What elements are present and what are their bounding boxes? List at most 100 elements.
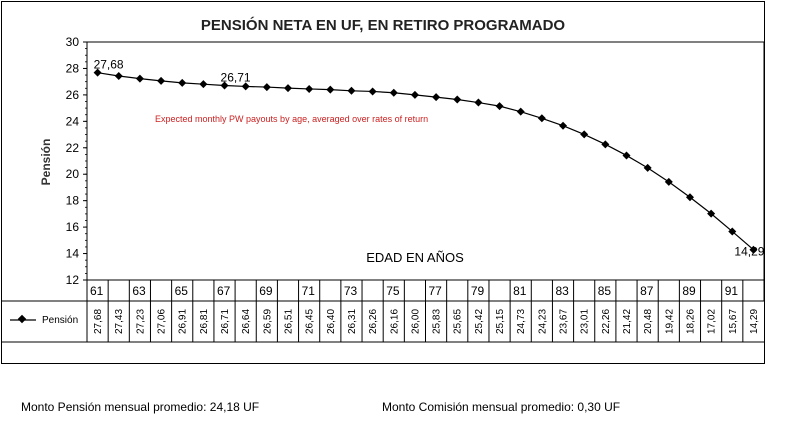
x-tick-label: 61 bbox=[90, 284, 104, 298]
data-point bbox=[749, 245, 758, 254]
data-point bbox=[93, 68, 102, 77]
x-tick-label: 63 bbox=[132, 284, 146, 298]
table-cell-value: 15,67 bbox=[728, 309, 739, 334]
point-value-label: 26,71 bbox=[221, 71, 251, 85]
table-cell-value: 14,29 bbox=[749, 309, 760, 334]
y-tick-label: 14 bbox=[66, 247, 80, 261]
data-point bbox=[664, 177, 673, 186]
data-point bbox=[114, 71, 123, 80]
data-point bbox=[347, 86, 356, 95]
data-point bbox=[453, 95, 462, 104]
x-tick-label: 81 bbox=[513, 284, 527, 298]
table-cell-value: 26,51 bbox=[283, 309, 294, 334]
data-point bbox=[622, 151, 631, 160]
data-point bbox=[241, 82, 250, 91]
data-point bbox=[220, 81, 229, 90]
data-point bbox=[368, 87, 377, 96]
y-axis-title: Pensión bbox=[39, 139, 53, 186]
data-point bbox=[643, 163, 652, 172]
x-tick-label: 87 bbox=[640, 284, 654, 298]
data-point bbox=[559, 121, 568, 130]
x-axis: 61 63 65 67 69 71 73 75 77 79 81 83 85 87 89 91 bbox=[86, 280, 765, 342]
data-point bbox=[474, 98, 483, 107]
data-point bbox=[199, 80, 208, 89]
table-cell-value: 26,16 bbox=[389, 309, 400, 334]
point-labels: 27,68 26,71 14,29 bbox=[94, 58, 765, 259]
table-cell-value: 26,91 bbox=[178, 309, 189, 334]
y-tick-label: 22 bbox=[66, 141, 80, 155]
x-tick-label: 75 bbox=[386, 284, 400, 298]
data-point bbox=[305, 84, 314, 93]
table-cell-value: 27,23 bbox=[135, 309, 146, 334]
table-cells: 27,68 27,43 27,23 27,06 26,91 26,81 26,71 26,64… bbox=[93, 309, 760, 334]
x-tick-label: 77 bbox=[429, 284, 443, 298]
table-cell-value: 24,23 bbox=[537, 309, 548, 334]
table-cell-value: 26,26 bbox=[368, 309, 379, 334]
data-point bbox=[389, 88, 398, 97]
data-point bbox=[432, 93, 441, 102]
table-cell-value: 27,43 bbox=[114, 309, 125, 334]
point-value-label: 14,29 bbox=[734, 245, 764, 259]
table-cell-value: 25,42 bbox=[474, 309, 485, 334]
data-point bbox=[728, 227, 737, 236]
data-point bbox=[685, 193, 694, 202]
footer-pension-average: Monto Pensión mensual promedio: 24,18 UF bbox=[21, 400, 260, 414]
legend-label: Pensión bbox=[42, 315, 78, 326]
data-point bbox=[707, 209, 716, 218]
y-tick-label: 20 bbox=[66, 167, 80, 181]
table-cell-value: 21,42 bbox=[622, 309, 633, 334]
x-tick-label: 91 bbox=[725, 284, 739, 298]
table-cell-value: 19,42 bbox=[664, 309, 675, 334]
legend-marker bbox=[17, 314, 27, 324]
y-tick-label: 12 bbox=[66, 273, 80, 287]
data-point bbox=[537, 114, 546, 123]
data-table: Pensión 27,68 27,43 27,23 27,06 26,91 26,81 26… bbox=[1, 280, 765, 343]
data-point bbox=[580, 130, 589, 139]
table-cell-value: 26,64 bbox=[241, 309, 252, 334]
data-point bbox=[135, 74, 144, 83]
x-tick-label: 69 bbox=[259, 284, 273, 298]
table-cell-value: 23,01 bbox=[580, 309, 591, 334]
x-tick-label: 83 bbox=[555, 284, 569, 298]
y-tick-label: 28 bbox=[66, 61, 80, 75]
table-cell-value: 25,65 bbox=[453, 309, 464, 334]
data-point bbox=[410, 90, 419, 99]
table-cell-value: 26,81 bbox=[199, 309, 210, 334]
data-point bbox=[178, 78, 187, 87]
y-axis: 12 14 16 18 20 22 24 26 28 30 bbox=[66, 35, 87, 287]
table-cell-value: 27,06 bbox=[157, 309, 168, 334]
table-cell-value: 20,48 bbox=[643, 309, 654, 334]
data-point bbox=[157, 76, 166, 85]
data-point bbox=[326, 85, 335, 94]
series-line-group bbox=[93, 68, 758, 254]
data-point bbox=[262, 83, 271, 92]
x-tick-label: 79 bbox=[471, 284, 485, 298]
x-tick-label: 65 bbox=[175, 284, 189, 298]
chart-title: PENSIÓN NETA EN UF, EN RETIRO PROGRAMADO bbox=[201, 16, 566, 34]
table-cell-value: 26,40 bbox=[326, 309, 337, 334]
y-tick-label: 26 bbox=[66, 88, 80, 102]
table-cell-value: 23,67 bbox=[559, 309, 570, 334]
table-cell-value: 17,02 bbox=[707, 309, 718, 334]
table-cell-value: 24,73 bbox=[516, 309, 527, 334]
y-tick-label: 16 bbox=[66, 220, 80, 234]
table-cell-value: 26,59 bbox=[262, 309, 273, 334]
data-point bbox=[495, 102, 504, 111]
x-tick-label: 67 bbox=[217, 284, 231, 298]
table-cell-value: 26,31 bbox=[347, 309, 358, 334]
y-tick-label: 30 bbox=[66, 35, 80, 49]
table-cell-value: 26,45 bbox=[305, 309, 316, 334]
table-cell-value: 25,15 bbox=[495, 309, 506, 334]
y-tick-label: 24 bbox=[66, 114, 80, 128]
table-cell-value: 22,26 bbox=[601, 309, 612, 334]
x-tick-label: 89 bbox=[682, 284, 696, 298]
legend: Pensión bbox=[10, 314, 78, 326]
data-point bbox=[283, 84, 292, 93]
point-value-label: 27,68 bbox=[94, 58, 124, 72]
chart-subtitle: Expected monthly PW payouts by age, aver… bbox=[155, 114, 428, 124]
x-tick-label: 71 bbox=[302, 284, 316, 298]
y-tick-label: 18 bbox=[66, 194, 80, 208]
table-cell-value: 26,00 bbox=[410, 309, 421, 334]
table-cell-value: 27,68 bbox=[93, 309, 104, 334]
